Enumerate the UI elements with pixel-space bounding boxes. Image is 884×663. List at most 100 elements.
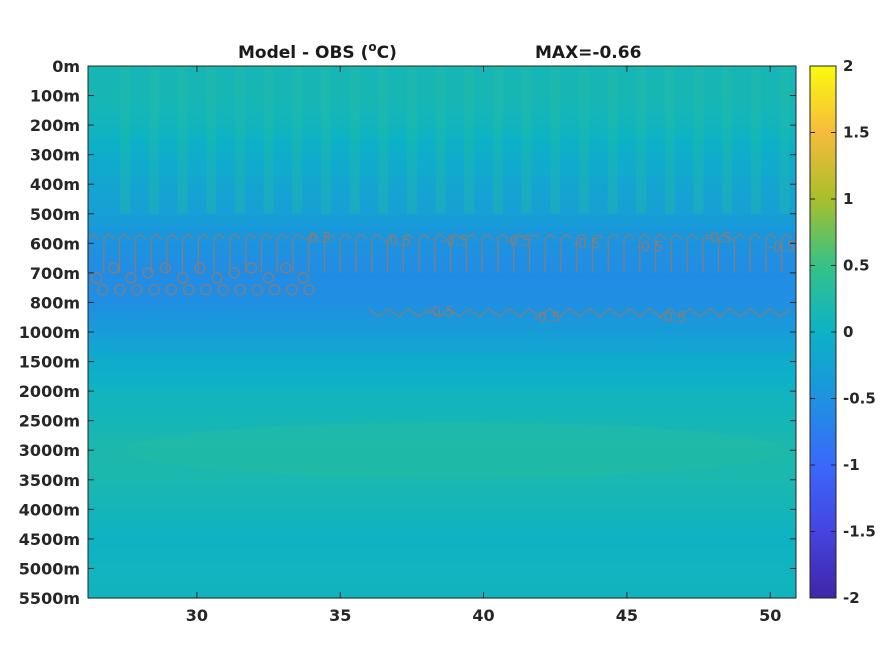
heatmap-band — [88, 302, 796, 308]
heatmap-band — [88, 100, 796, 107]
y-tick-label: 600m — [30, 234, 80, 253]
heatmap-band — [88, 396, 796, 402]
surface-streak — [349, 66, 360, 214]
heatmap-band — [88, 322, 796, 328]
contour-ring — [251, 284, 263, 296]
y-tick-label: 5500m — [19, 589, 80, 608]
contour-ring — [194, 262, 206, 274]
heatmap-band — [88, 341, 796, 348]
surface-streak — [578, 66, 589, 214]
contour-lines: -0.5 -0.5 -0.5 -0.5 -0.5 -0.5 -0.5 -0.5 -0.5 -0.5… — [87, 230, 795, 326]
contour-ring — [303, 284, 315, 296]
surface-streak — [779, 66, 790, 214]
heatmap-band — [88, 258, 796, 264]
heatmap-band — [88, 529, 796, 535]
contour-label: -0.5 — [573, 236, 600, 252]
contour-label: -0.5 — [533, 310, 560, 326]
heatmap-band — [88, 327, 796, 333]
contour-ring — [200, 284, 212, 296]
heatmap-band — [88, 85, 796, 92]
y-tick-label: 700m — [30, 264, 80, 283]
contour-ring — [228, 267, 240, 279]
heatmap-band — [88, 332, 796, 338]
colorbar-tick-label: 1.5 — [843, 124, 870, 142]
surface-streak — [406, 66, 417, 214]
surface-streak — [120, 66, 131, 214]
heatmap-band — [88, 386, 796, 392]
colorbar-tick-label: -2 — [843, 589, 860, 607]
y-tick-label: 300m — [30, 146, 80, 165]
surface-streak — [492, 66, 503, 214]
contour-ring — [96, 284, 109, 296]
heatmap-band — [88, 272, 796, 279]
contour-label: -0.5 — [304, 230, 331, 246]
x-tick-label: 50 — [759, 606, 781, 625]
colorbar-ticks: 2 1.5 1 0.5 0 -0.5 -1 -1.5 -2 — [810, 57, 876, 607]
deep-warm-lens — [124, 422, 785, 479]
contour-label: -0.5 — [504, 233, 531, 249]
heatmap-band — [88, 568, 796, 574]
heatmap-band — [88, 578, 796, 584]
heatmap-band — [88, 139, 796, 146]
heatmap-band — [88, 410, 796, 417]
y-tick-label: 1500m — [19, 353, 80, 372]
y-tick-label: 100m — [30, 87, 80, 106]
heatmap-band — [88, 376, 796, 382]
heatmap-band — [88, 248, 796, 254]
heatmap-band — [88, 415, 796, 422]
y-tick-label: 2000m — [19, 382, 80, 401]
contour-ring — [183, 284, 195, 296]
surface-streak — [263, 66, 274, 214]
contour-ring — [159, 262, 171, 274]
heatmap-band — [88, 154, 796, 161]
contour-ring — [148, 284, 160, 296]
contour-ring — [263, 272, 275, 284]
heatmap-band — [88, 524, 796, 530]
y-tick-label: 3500m — [19, 471, 80, 490]
heatmap-band — [88, 213, 796, 220]
heatmap-band — [88, 499, 796, 506]
heatmap-band — [88, 164, 796, 171]
heatmap-band — [88, 134, 796, 141]
heatmap-band — [88, 405, 796, 412]
heatmap-band — [88, 504, 796, 510]
heatmap-band — [88, 489, 796, 496]
colorbar-tick-label: -1.5 — [843, 523, 876, 541]
surface-streak — [722, 66, 733, 214]
heatmap-band — [88, 548, 796, 555]
heatmap-band — [88, 208, 796, 215]
heatmap-band — [88, 479, 796, 486]
heatmap-band — [88, 169, 796, 175]
surface-streak — [320, 66, 331, 214]
colorbar-tick-label: 2 — [843, 57, 853, 75]
contour-label: -0.5 — [384, 233, 411, 249]
heatmap-band — [88, 391, 796, 397]
surface-streak — [148, 66, 159, 214]
heatmap-band — [88, 400, 796, 407]
heatmap-band — [88, 125, 796, 131]
heatmap-band — [88, 115, 796, 121]
heatmap-band — [88, 494, 796, 501]
contour-label: -0.5 — [441, 233, 468, 249]
heatmap-band — [88, 149, 796, 156]
heatmap-band — [88, 543, 796, 550]
heatmap-band — [88, 558, 796, 565]
contour-ring — [286, 284, 298, 296]
heatmap-band — [88, 238, 796, 244]
x-tick-label: 35 — [329, 606, 351, 625]
heatmap-band — [88, 179, 796, 185]
surface-streak — [750, 66, 761, 214]
heatmap-band — [88, 144, 796, 151]
heatmap-band — [88, 243, 796, 249]
heatmap-band — [88, 361, 796, 368]
y-tick-label: 1000m — [19, 323, 80, 342]
contour-ring — [217, 284, 229, 296]
heatmap-band — [88, 593, 796, 599]
surface-streak — [607, 66, 618, 214]
heatmap-band — [88, 484, 796, 491]
surface-streak — [177, 66, 188, 214]
heatmap-band — [88, 174, 796, 180]
heatmap-band — [88, 351, 796, 358]
contour-ring — [108, 262, 120, 274]
heatmap-band — [88, 70, 796, 77]
